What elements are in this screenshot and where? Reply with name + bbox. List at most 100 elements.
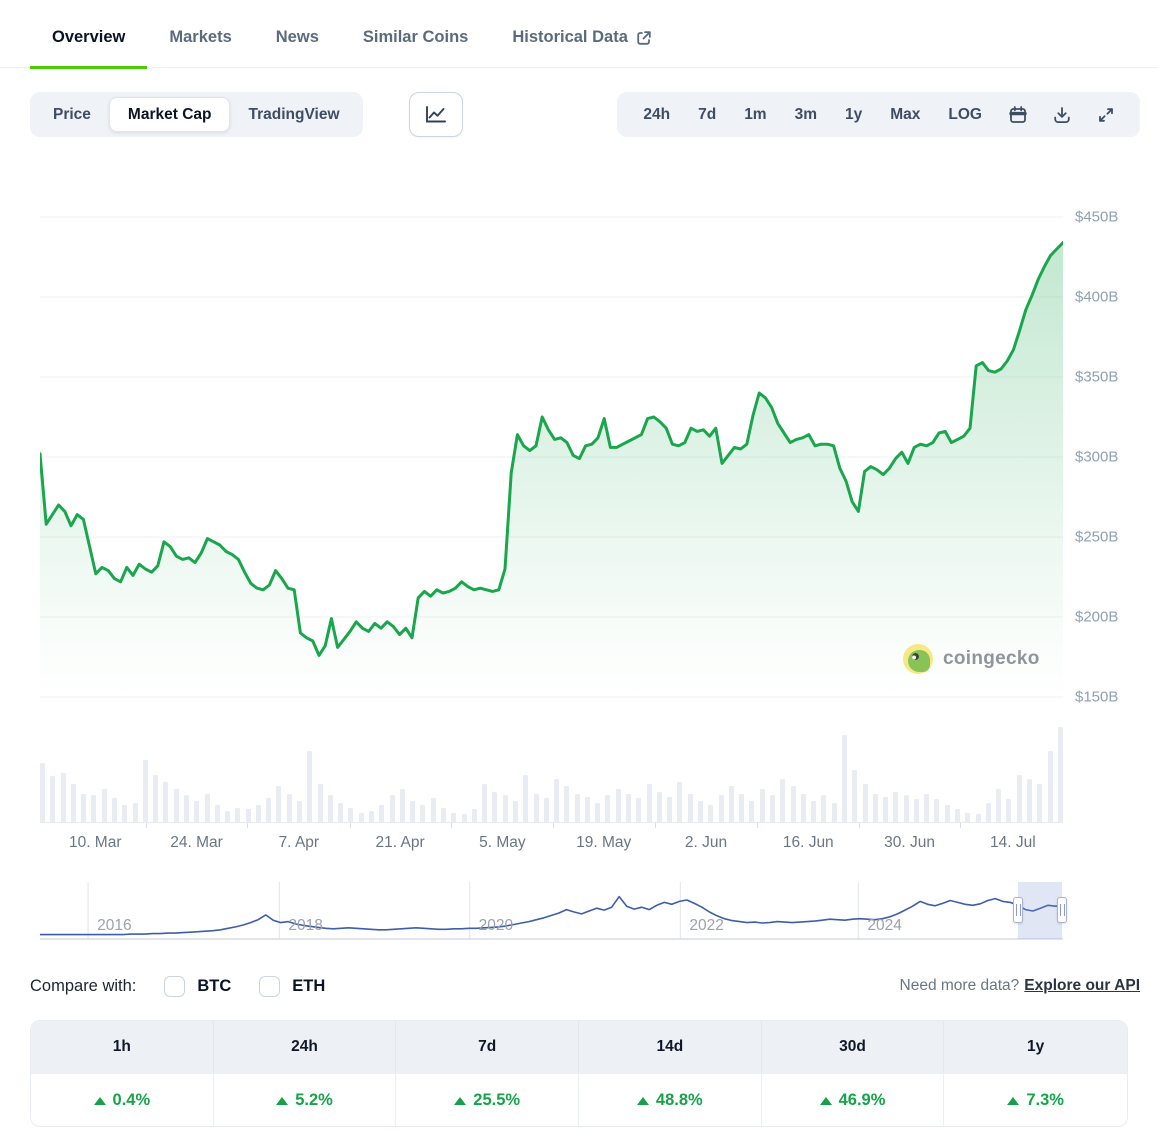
range-button-7d[interactable]: 7d <box>684 97 730 132</box>
explore-api-link[interactable]: Explore our API <box>1024 977 1140 994</box>
compare-label: Compare with: <box>30 976 137 995</box>
volume-bar <box>101 788 107 822</box>
volume-bar <box>70 784 76 822</box>
navigator-right-handle[interactable] <box>1056 897 1067 923</box>
y-axis-label: $300B <box>1075 448 1119 466</box>
up-triangle-icon <box>93 1096 106 1105</box>
volume-bar <box>307 750 313 822</box>
volume-bar <box>554 779 560 822</box>
tab-news[interactable]: News <box>254 28 341 67</box>
volume-bar <box>132 803 138 822</box>
x-axis-tick <box>247 823 249 828</box>
stat-value-14d: 48.8% <box>579 1073 762 1126</box>
volume-bar <box>862 784 868 822</box>
stat-percent-text: 5.2% <box>295 1091 333 1109</box>
volume-bar <box>831 803 837 822</box>
volume-bar <box>615 788 621 822</box>
tab-markets[interactable]: Markets <box>147 28 253 67</box>
volume-bar <box>903 795 909 822</box>
volume-bar <box>728 785 734 822</box>
chart-type-button[interactable] <box>409 92 463 137</box>
navigator-selection[interactable] <box>1017 882 1062 939</box>
volume-bar <box>245 808 251 822</box>
stat-column-1y: 1y <box>1027 1038 1045 1055</box>
volume-bar <box>122 804 128 822</box>
download-icon <box>1054 106 1070 123</box>
stat-percent-text: 7.3% <box>1026 1091 1064 1109</box>
range-button-3m[interactable]: 3m <box>781 97 831 132</box>
tab-historical-data[interactable]: Historical Data <box>490 28 674 67</box>
eth-checkbox[interactable] <box>259 975 281 997</box>
tab-similar-coins[interactable]: Similar Coins <box>341 28 490 67</box>
volume-bar <box>142 760 148 822</box>
x-axis-tick <box>553 823 555 828</box>
btc-checkbox[interactable] <box>164 975 186 997</box>
x-axis: 10. Mar 24. Mar 7. Apr 21. Apr 5. May 19. May… <box>40 822 1063 860</box>
compare-btc[interactable]: BTC <box>164 975 231 997</box>
stat-percent-text: 48.8% <box>655 1091 703 1109</box>
x-axis-tick <box>349 823 351 828</box>
volume-bar <box>81 793 87 822</box>
price-change-table: 1h 24h 7d 14d 30d 1y 0.4% 5.2% 25.5% 48.8% 46.9% 7… <box>30 1020 1128 1127</box>
volume-bar <box>389 795 395 822</box>
volume-bar <box>543 798 549 822</box>
api-prompt-text: Need more data? <box>899 977 1020 994</box>
range-button-24h[interactable]: 24h <box>629 97 684 132</box>
x-axis-label: 10. Mar <box>68 834 122 851</box>
tab-markets-label: Markets <box>169 28 232 46</box>
market-cap-line-chart <box>38 216 1065 700</box>
range-button-log[interactable]: LOG <box>934 97 996 132</box>
volume-bar <box>214 804 220 822</box>
fullscreen-button[interactable] <box>1084 97 1128 132</box>
volume-bar <box>40 763 45 822</box>
api-prompt: Need more data? Explore our API <box>900 977 1140 995</box>
navigator-year-label: 2020 <box>478 917 514 934</box>
volume-bar <box>965 812 971 822</box>
calendar-button[interactable] <box>996 97 1040 132</box>
navigator-year-label: 2016 <box>97 917 132 934</box>
chart-mode-tradingview[interactable]: TradingView <box>230 97 357 132</box>
volume-bar <box>708 804 714 822</box>
volume-bar <box>759 788 765 822</box>
market-cap-chart[interactable] <box>38 190 1065 700</box>
volume-bar <box>317 784 323 822</box>
x-axis-label: 14. Jul <box>990 834 1036 851</box>
chart-toolbar: Price Market Cap TradingView 24h 7d 1m 3m 1y Ma… <box>0 92 1158 137</box>
volume-bar <box>595 803 601 822</box>
compare-eth[interactable]: ETH <box>259 975 325 997</box>
coingecko-watermark: coingecko <box>903 644 1040 674</box>
x-axis-tick <box>654 823 656 828</box>
x-axis-label: 19. May <box>576 834 632 851</box>
volume-bar <box>399 788 405 822</box>
volume-bar <box>996 788 1002 822</box>
range-button-max[interactable]: Max <box>876 97 934 132</box>
volume-bar <box>821 795 827 822</box>
volume-bar <box>91 795 97 822</box>
chart-mode-price[interactable]: Price <box>35 97 109 132</box>
stat-percent-text: 0.4% <box>112 1091 151 1109</box>
volume-bar <box>266 798 272 822</box>
stat-value-30d: 46.9% <box>761 1073 945 1126</box>
volume-bar <box>883 797 889 822</box>
volume-bar <box>379 804 385 822</box>
tab-overview[interactable]: Overview <box>30 28 148 69</box>
volume-bar <box>1047 750 1053 822</box>
volume-bar <box>502 795 508 822</box>
range-button-1m[interactable]: 1m <box>730 97 780 132</box>
volume-bar <box>255 804 261 822</box>
stat-value-7d: 25.5% <box>396 1073 579 1126</box>
up-triangle-icon <box>819 1096 832 1105</box>
timeline-navigator[interactable]: 2016 2018 2020 2022 2024 <box>40 882 1067 941</box>
chart-mode-market-cap[interactable]: Market Cap <box>108 97 231 132</box>
range-button-1y[interactable]: 1y <box>831 97 876 132</box>
x-axis-label: 5. May <box>479 834 526 851</box>
download-button[interactable] <box>1040 97 1084 132</box>
tab-historical-data-label: Historical Data <box>512 28 628 46</box>
volume-bar <box>739 793 745 822</box>
volume-bar <box>533 793 539 822</box>
volume-bar <box>60 772 66 822</box>
price-change-table-values: 0.4% 5.2% 25.5% 48.8% 46.9% 7.3% <box>31 1073 1127 1126</box>
volume-bar <box>482 784 488 822</box>
navigator-left-handle[interactable] <box>1012 897 1023 923</box>
volume-bar <box>626 793 632 822</box>
